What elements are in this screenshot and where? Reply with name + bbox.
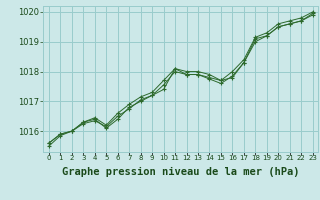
X-axis label: Graphe pression niveau de la mer (hPa): Graphe pression niveau de la mer (hPa): [62, 167, 300, 177]
